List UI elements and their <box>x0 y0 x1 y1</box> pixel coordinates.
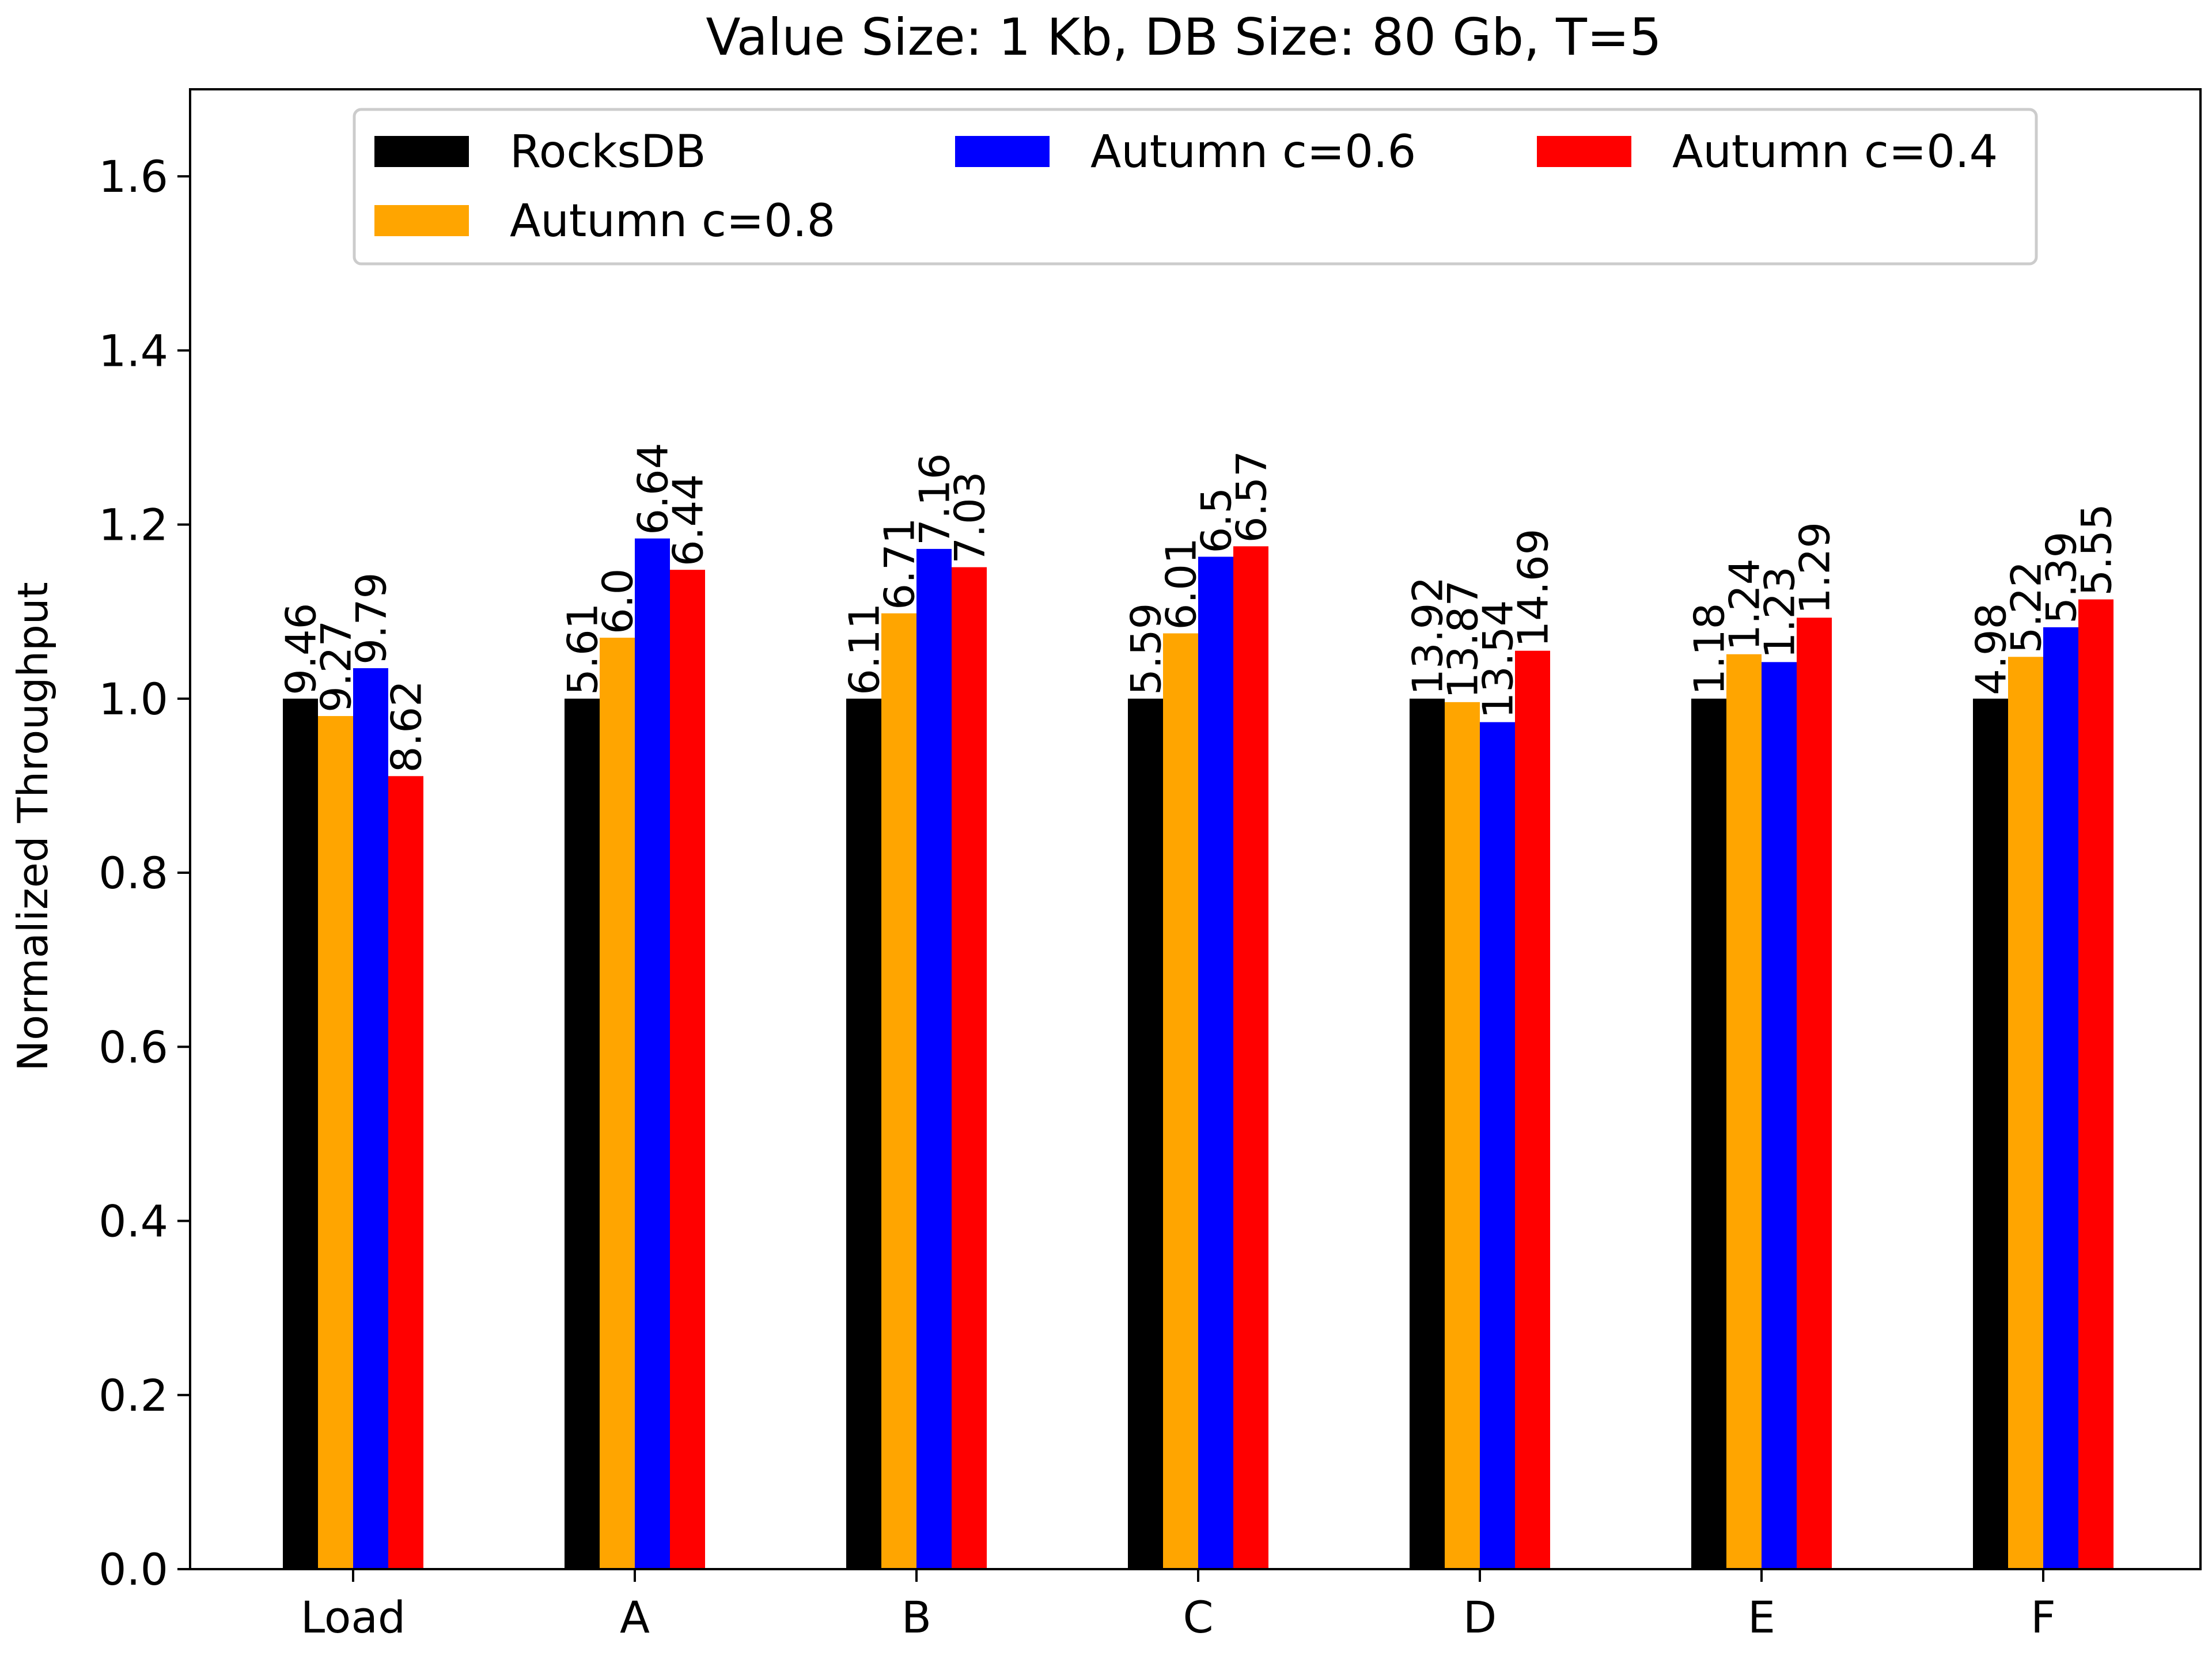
legend-swatch-series-0 <box>374 136 469 167</box>
x-tick-label-F: F <box>2031 1592 2056 1643</box>
data-label-C-series-0: 5.59 <box>1122 603 1171 695</box>
x-tick-label-B: B <box>902 1592 931 1643</box>
chart-title: Value Size: 1 Kb, DB Size: 80 Gb, T=5 <box>706 7 1661 67</box>
y-tick-label-8: 1.6 <box>99 151 168 202</box>
data-label-A-series-1: 6.0 <box>594 569 642 635</box>
y-tick-label-6: 1.2 <box>99 499 168 551</box>
data-label-E-series-0: 1.18 <box>1685 603 1734 695</box>
bar-Load-series-3 <box>388 776 423 1569</box>
bar-F-series-2 <box>2043 627 2078 1569</box>
data-label-Load-series-1: 9.27 <box>312 620 361 713</box>
bar-E-series-2 <box>1762 662 1797 1569</box>
bar-A-series-3 <box>670 570 705 1569</box>
bar-D-series-2 <box>1480 722 1515 1569</box>
bar-B-series-1 <box>881 613 916 1569</box>
bar-Load-series-1 <box>318 716 353 1569</box>
bar-A-series-2 <box>635 538 670 1569</box>
data-label-Load-series-3: 8.62 <box>382 680 431 772</box>
data-label-C-series-3: 6.57 <box>1228 450 1276 543</box>
legend-swatch-series-1 <box>374 205 469 236</box>
bar-Load-series-0 <box>283 698 318 1569</box>
data-label-F-series-1: 5.22 <box>2002 561 2051 653</box>
bar-B-series-3 <box>952 567 987 1569</box>
bar-D-series-1 <box>1445 702 1480 1569</box>
legend-label-series-1: Autumn c=0.8 <box>510 195 835 247</box>
y-tick-label-3: 0.6 <box>99 1021 168 1073</box>
data-label-A-series-0: 5.61 <box>559 603 607 695</box>
legend-swatch-series-2 <box>955 136 1050 167</box>
legend-swatch-series-3 <box>1537 136 1631 167</box>
data-label-B-series-3: 7.03 <box>946 471 994 563</box>
bar-F-series-3 <box>2078 599 2113 1569</box>
y-tick-label-1: 0.2 <box>99 1370 168 1421</box>
data-label-D-series-3: 14.69 <box>1509 529 1558 647</box>
data-label-E-series-1: 1.24 <box>1721 558 1769 650</box>
data-label-F-series-3: 5.55 <box>2073 503 2121 596</box>
x-tick-label-D: D <box>1463 1592 1497 1643</box>
data-label-F-series-2: 5.39 <box>2037 532 2086 624</box>
bar-D-series-0 <box>1410 698 1445 1569</box>
bar-B-series-0 <box>846 698 881 1569</box>
legend: RocksDB Autumn c=0.6 Autumn c=0.4 Autumn c=… <box>353 108 2038 266</box>
bar-C-series-1 <box>1163 633 1198 1569</box>
x-tick-label-A: A <box>620 1592 650 1643</box>
bar-E-series-1 <box>1726 654 1762 1569</box>
bar-F-series-1 <box>2008 657 2043 1569</box>
data-label-E-series-3: 1.29 <box>1791 522 1839 614</box>
bars-layer <box>283 538 2113 1570</box>
data-label-A-series-3: 6.44 <box>664 474 713 566</box>
data-label-F-series-0: 4.98 <box>1967 603 2016 695</box>
data-label-D-series-0: 13.92 <box>1404 577 1452 695</box>
data-label-D-series-1: 13.87 <box>1439 580 1487 699</box>
bar-B-series-2 <box>916 548 952 1570</box>
x-tick-label-Load: Load <box>301 1592 406 1643</box>
bar-C-series-3 <box>1233 546 1268 1569</box>
legend-label-series-0: RocksDB <box>510 126 706 178</box>
data-label-C-series-2: 6.5 <box>1192 487 1241 554</box>
legend-label-series-2: Autumn c=0.6 <box>1090 126 1416 178</box>
data-label-B-series-1: 6.71 <box>876 517 924 609</box>
plot-frame <box>189 88 2202 1570</box>
bar-A-series-0 <box>565 698 600 1569</box>
data-label-D-series-2: 13.54 <box>1474 600 1522 719</box>
data-label-Load-series-0: 9.46 <box>277 603 325 695</box>
data-label-C-series-1: 6.01 <box>1157 537 1206 630</box>
bar-E-series-0 <box>1691 698 1726 1569</box>
y-axis-title: Normalized Throughput <box>9 582 57 1071</box>
y-tick-label-7: 1.4 <box>99 325 168 376</box>
x-tick-label-E: E <box>1748 1592 1775 1643</box>
y-tick-label-0: 0.0 <box>99 1544 168 1595</box>
y-tick-label-4: 0.8 <box>99 847 168 899</box>
data-labels-layer: 9.469.279.798.625.616.06.646.446.116.717… <box>277 442 2121 772</box>
legend-label-series-3: Autumn c=0.4 <box>1672 126 1998 178</box>
bar-E-series-3 <box>1797 618 1832 1569</box>
data-label-E-series-2: 1.23 <box>1756 566 1804 658</box>
bar-F-series-0 <box>1973 698 2008 1569</box>
x-tick-label-C: C <box>1183 1592 1213 1643</box>
bar-A-series-1 <box>600 638 635 1569</box>
bar-C-series-0 <box>1128 698 1163 1569</box>
y-tick-label-2: 0.4 <box>99 1196 168 1247</box>
data-label-B-series-0: 6.11 <box>840 603 889 695</box>
data-label-Load-series-2: 9.79 <box>347 573 396 665</box>
data-label-B-series-2: 7.16 <box>911 453 959 546</box>
bar-C-series-2 <box>1198 556 1233 1570</box>
bar-Load-series-2 <box>353 668 388 1569</box>
y-tick-label-5: 1.0 <box>99 673 168 725</box>
axes-layer: 0.0 0.2 0.4 0.6 0.8 1.0 1.2 1.4 1.6 Load A B C D E F <box>99 88 2202 1643</box>
data-label-A-series-2: 6.64 <box>629 442 677 535</box>
bar-D-series-3 <box>1515 650 1550 1569</box>
